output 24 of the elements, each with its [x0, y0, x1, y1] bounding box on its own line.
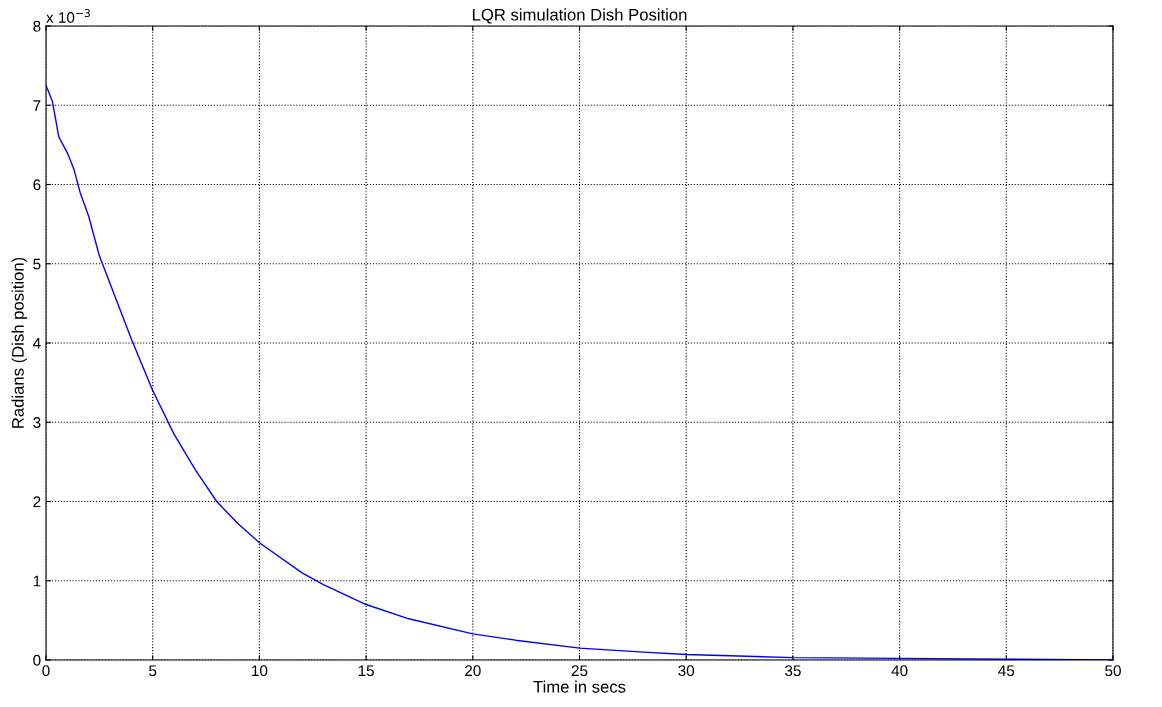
y-tick-label: 2: [33, 496, 41, 508]
y-tick-label: 6: [33, 179, 41, 191]
y-axis-title: Radians (Dish position): [11, 257, 28, 428]
x-tick-label: 30: [678, 665, 695, 677]
y-tick-label: 7: [33, 100, 41, 111]
x-tick-label: 0: [42, 665, 50, 677]
x-tick-label: 10: [252, 665, 268, 677]
x-tick-label: 5: [149, 665, 157, 677]
x-axis-title: Time in secs: [533, 680, 626, 693]
x-tick-label: 15: [358, 665, 374, 677]
y-tick-label: 5: [33, 258, 41, 270]
x-tick-label: 20: [465, 665, 481, 677]
text: x 10$^{−3}$: [46, 8, 90, 23]
x-tick-label: 45: [998, 665, 1015, 677]
chart-title: LQR simulation Dish Position: [472, 8, 687, 24]
y-tick-label: 8: [33, 20, 41, 32]
x-tick-label: 25: [571, 665, 588, 677]
y-tick-label: 0: [33, 654, 41, 666]
x-tick-label: 50: [1105, 665, 1121, 677]
x-tick-label: 35: [784, 665, 801, 677]
x-tick-label: 40: [891, 665, 908, 677]
y-tick-label: 3: [33, 417, 41, 428]
y-tick-label: 1: [33, 575, 41, 587]
y-tick-label: 4: [32, 338, 41, 349]
